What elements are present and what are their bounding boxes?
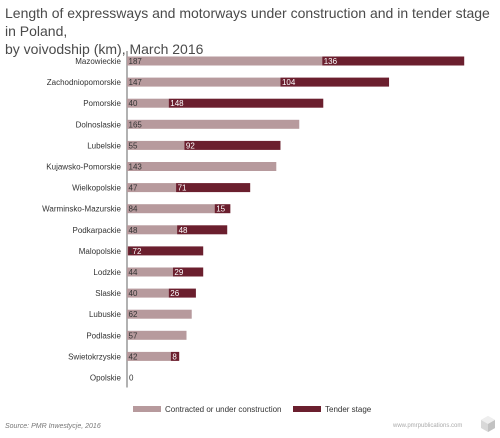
category-label-warminsko-mazurskie: Warminsko-Mazurskie: [42, 205, 121, 214]
data-label-tender-lubelskie: 92: [186, 141, 195, 150]
category-label-podkarpackie: Podkarpackie: [73, 226, 122, 235]
bar-contracted-warminsko-mazurskie: [127, 204, 215, 214]
bar-contracted-kujawsko-pomorskie: [127, 162, 277, 171]
bar-tender-mazowieckie: [322, 56, 465, 66]
category-label-swietokrzyskie: Swietokrzyskie: [68, 352, 121, 361]
category-label-malopolskie: Malopolskie: [79, 247, 122, 256]
chart-title-line-1: Length of expressways and motorways unde…: [5, 5, 490, 39]
data-label-contracted-lubuskie: 62: [129, 310, 138, 319]
data-label-contracted-opolskie: 0: [129, 374, 134, 383]
source-note: Source: PMR Inwestycje, 2016: [5, 423, 101, 430]
data-label-contracted-wielkopolskie: 47: [129, 184, 138, 193]
bar-tender-wielkopolskie: [176, 183, 251, 193]
category-label-dolnoslaskie: Dolnoslaskie: [76, 120, 122, 129]
bar-contracted-lubelskie: [127, 140, 185, 150]
category-label-wielkopolskie: Wielkopolskie: [72, 184, 121, 193]
data-label-tender-lodzkie: 29: [174, 268, 183, 277]
data-label-contracted-lubelskie: 55: [129, 141, 138, 150]
legend-label-contracted: Contracted or under construction: [165, 405, 282, 414]
bar-tender-pomorskie: [168, 98, 324, 108]
data-label-contracted-kujawsko-pomorskie: 143: [129, 163, 143, 172]
category-label-lodzkie: Lodzkie: [93, 268, 121, 277]
bar-tender-malopolskie: [128, 246, 204, 256]
data-label-contracted-zachodniopomorskie: 147: [129, 78, 143, 87]
category-label-mazowieckie: Mazowieckie: [75, 57, 121, 66]
bar-tender-slaskie: [168, 288, 196, 298]
data-label-contracted-mazowieckie: 187: [129, 57, 143, 66]
data-label-contracted-podkarpackie: 48: [129, 226, 138, 235]
data-label-tender-mazowieckie: 136: [324, 57, 338, 66]
publisher-logo-icon: [481, 416, 495, 432]
data-label-contracted-malopolskie: 1: [129, 247, 134, 256]
bar-contracted-zachodniopomorskie: [127, 77, 281, 87]
bar-tender-zachodniopomorskie: [280, 77, 390, 87]
data-label-contracted-swietokrzyskie: 42: [129, 352, 138, 361]
bar-tender-lubelskie: [184, 140, 281, 150]
bar-contracted-lubuskie: [127, 309, 192, 319]
chart-title: Length of expressways and motorways unde…: [5, 4, 493, 58]
bar-contracted-malopolskie: [127, 246, 129, 256]
data-label-tender-podkarpackie: 48: [179, 226, 188, 235]
bar-contracted-lodzkie: [127, 267, 173, 277]
legend-swatch-tender: [293, 406, 321, 412]
bar-contracted-swietokrzyskie: [127, 351, 171, 361]
data-label-tender-pomorskie: 148: [170, 99, 184, 108]
legend-label-tender: Tender stage: [325, 405, 372, 414]
bar-tender-warminsko-mazurskie: [214, 204, 231, 214]
category-label-slaskie: Slaskie: [95, 289, 121, 298]
bar-contracted-slaskie: [127, 288, 169, 298]
bar-tender-lodzkie: [172, 267, 204, 277]
category-label-opolskie: Opolskie: [90, 374, 122, 383]
data-label-tender-malopolskie: 72: [133, 247, 142, 256]
data-label-contracted-pomorskie: 40: [129, 99, 138, 108]
bar-contracted-podkarpackie: [127, 225, 178, 235]
category-label-lubuskie: Lubuskie: [89, 310, 122, 319]
category-label-zachodniopomorskie: Zachodniopomorskie: [47, 78, 122, 87]
category-label-kujawsko-pomorskie: Kujawsko-Pomorskie: [46, 163, 121, 172]
data-label-contracted-dolnoslaskie: 165: [129, 120, 143, 129]
bar-contracted-mazowieckie: [127, 56, 323, 66]
category-label-pomorskie: Pomorskie: [83, 99, 121, 108]
bar-tender-swietokrzyskie: [170, 351, 180, 361]
category-label-podlaskie: Podlaskie: [86, 331, 121, 340]
chart-title-line-2: by voivodship (km), March 2016: [5, 41, 204, 57]
bar-tender-podkarpackie: [177, 225, 228, 235]
data-label-contracted-podlaskie: 57: [129, 331, 138, 340]
legend-swatch-contracted: [133, 406, 161, 412]
category-label-lubelskie: Lubelskie: [87, 141, 121, 150]
data-label-tender-wielkopolskie: 71: [178, 184, 187, 193]
data-label-tender-warminsko-mazurskie: 15: [216, 205, 225, 214]
publisher-url: www.pmrpublications.com: [393, 423, 463, 429]
data-label-tender-swietokrzyskie: 8: [172, 352, 177, 361]
bar-contracted-pomorskie: [127, 98, 169, 108]
data-label-contracted-slaskie: 40: [129, 289, 138, 298]
bar-contracted-dolnoslaskie: [127, 119, 300, 129]
data-label-tender-zachodniopomorskie: 104: [282, 78, 296, 87]
data-label-tender-slaskie: 26: [170, 289, 179, 298]
bar-contracted-podlaskie: [127, 330, 187, 340]
bar-contracted-wielkopolskie: [127, 183, 177, 193]
data-label-contracted-lodzkie: 44: [129, 268, 138, 277]
data-label-contracted-warminsko-mazurskie: 84: [129, 205, 138, 214]
